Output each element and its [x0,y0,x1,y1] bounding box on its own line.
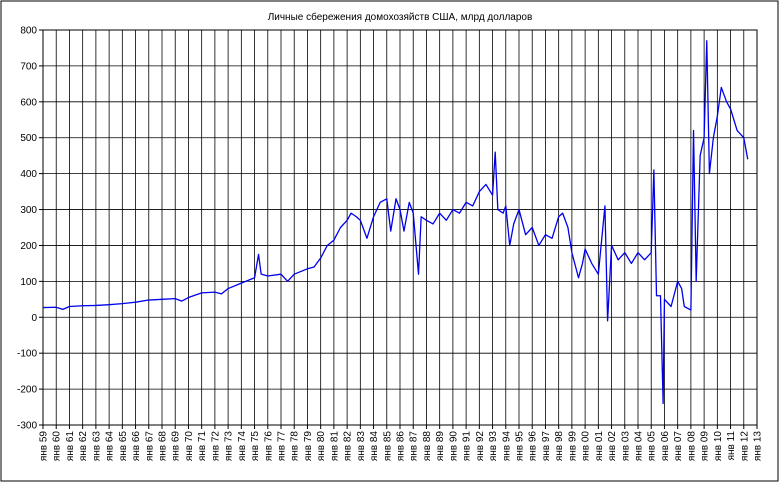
y-tick-label: 700 [20,61,37,72]
x-tick-label: янв 07 [673,431,684,462]
x-tick-label: янв 86 [396,431,407,462]
data-line [42,40,749,405]
y-tick-label: 0 [31,313,37,324]
x-tick-label: янв 04 [634,431,645,462]
x-tick-label: янв 89 [435,431,446,462]
y-tick-label: 100 [20,277,37,288]
x-tick-label: янв 78 [290,431,301,462]
x-tick-label: янв 02 [607,431,618,462]
y-tick-label: 400 [20,169,37,180]
y-tick-label: 300 [20,205,37,216]
x-tick-label: янв 65 [118,431,129,462]
x-tick-label: янв 99 [567,431,578,462]
x-tick-label: янв 88 [422,431,433,462]
x-tick-label: янв 64 [105,431,116,462]
x-tick-label: янв 85 [382,431,393,462]
x-tick-label: янв 05 [647,431,658,462]
x-tick-label: янв 81 [329,431,340,462]
y-tick-label: 500 [20,133,37,144]
x-tick-label: янв 60 [52,431,63,462]
x-tick-label: янв 08 [686,431,697,462]
x-tick-label: янв 73 [224,431,235,462]
x-tick-label: янв 77 [277,431,288,462]
x-tick-label: янв 95 [515,431,526,462]
x-tick-label: янв 12 [739,431,750,462]
x-tick-label: янв 76 [263,431,274,462]
x-tick-label: янв 68 [158,431,169,462]
x-tick-label: янв 96 [528,431,539,462]
x-tick-label: янв 79 [303,431,314,462]
x-tick-label: янв 01 [594,431,605,462]
x-tick-label: янв 69 [171,431,182,462]
x-tick-label: янв 70 [184,431,195,462]
x-tick-label: янв 90 [448,431,459,462]
x-tick-label: янв 84 [369,431,380,462]
x-tick-label: янв 67 [144,431,155,462]
x-tick-label: янв 93 [488,431,499,462]
x-tick-label: янв 80 [316,431,327,462]
x-tick-label: янв 94 [501,431,512,462]
x-tick-label: янв 11 [726,431,737,461]
y-tick-label: -200 [17,385,37,396]
x-tick-label: янв 91 [462,431,473,462]
x-tick-label: янв 63 [91,431,102,462]
x-tick-label: янв 66 [131,431,142,462]
x-tick-label: янв 03 [620,431,631,462]
y-tick-label: 200 [20,241,37,252]
x-tick-label: янв 06 [660,431,671,462]
x-tick-label: янв 82 [343,431,354,462]
y-tick-label: -100 [17,349,37,360]
chart-title: Личные сбережения домохозяйств США, млрд… [268,11,533,23]
x-tick-label: янв 09 [700,431,711,462]
x-tick-label: янв 74 [237,431,248,462]
x-tick-label: янв 98 [554,431,565,462]
y-tick-label: 800 [20,26,37,37]
x-tick-label: янв 59 [39,431,50,462]
x-tick-label: янв 75 [250,431,261,462]
x-tick-label: янв 97 [541,431,552,462]
x-tick-label: янв 72 [210,431,221,462]
x-tick-label: янв 00 [581,431,592,462]
y-tick-label: -300 [17,421,37,432]
x-tick-label: янв 10 [713,431,724,462]
x-tick-label: янв 83 [356,431,367,462]
x-tick-label: янв 92 [475,431,486,462]
y-tick-label: 600 [20,97,37,108]
x-tick-label: янв 61 [65,431,76,462]
x-tick-label: янв 62 [78,431,89,462]
x-tick-label: янв 71 [197,431,208,462]
x-tick-label: янв 13 [753,431,764,462]
x-tick-label: янв 87 [409,431,420,462]
